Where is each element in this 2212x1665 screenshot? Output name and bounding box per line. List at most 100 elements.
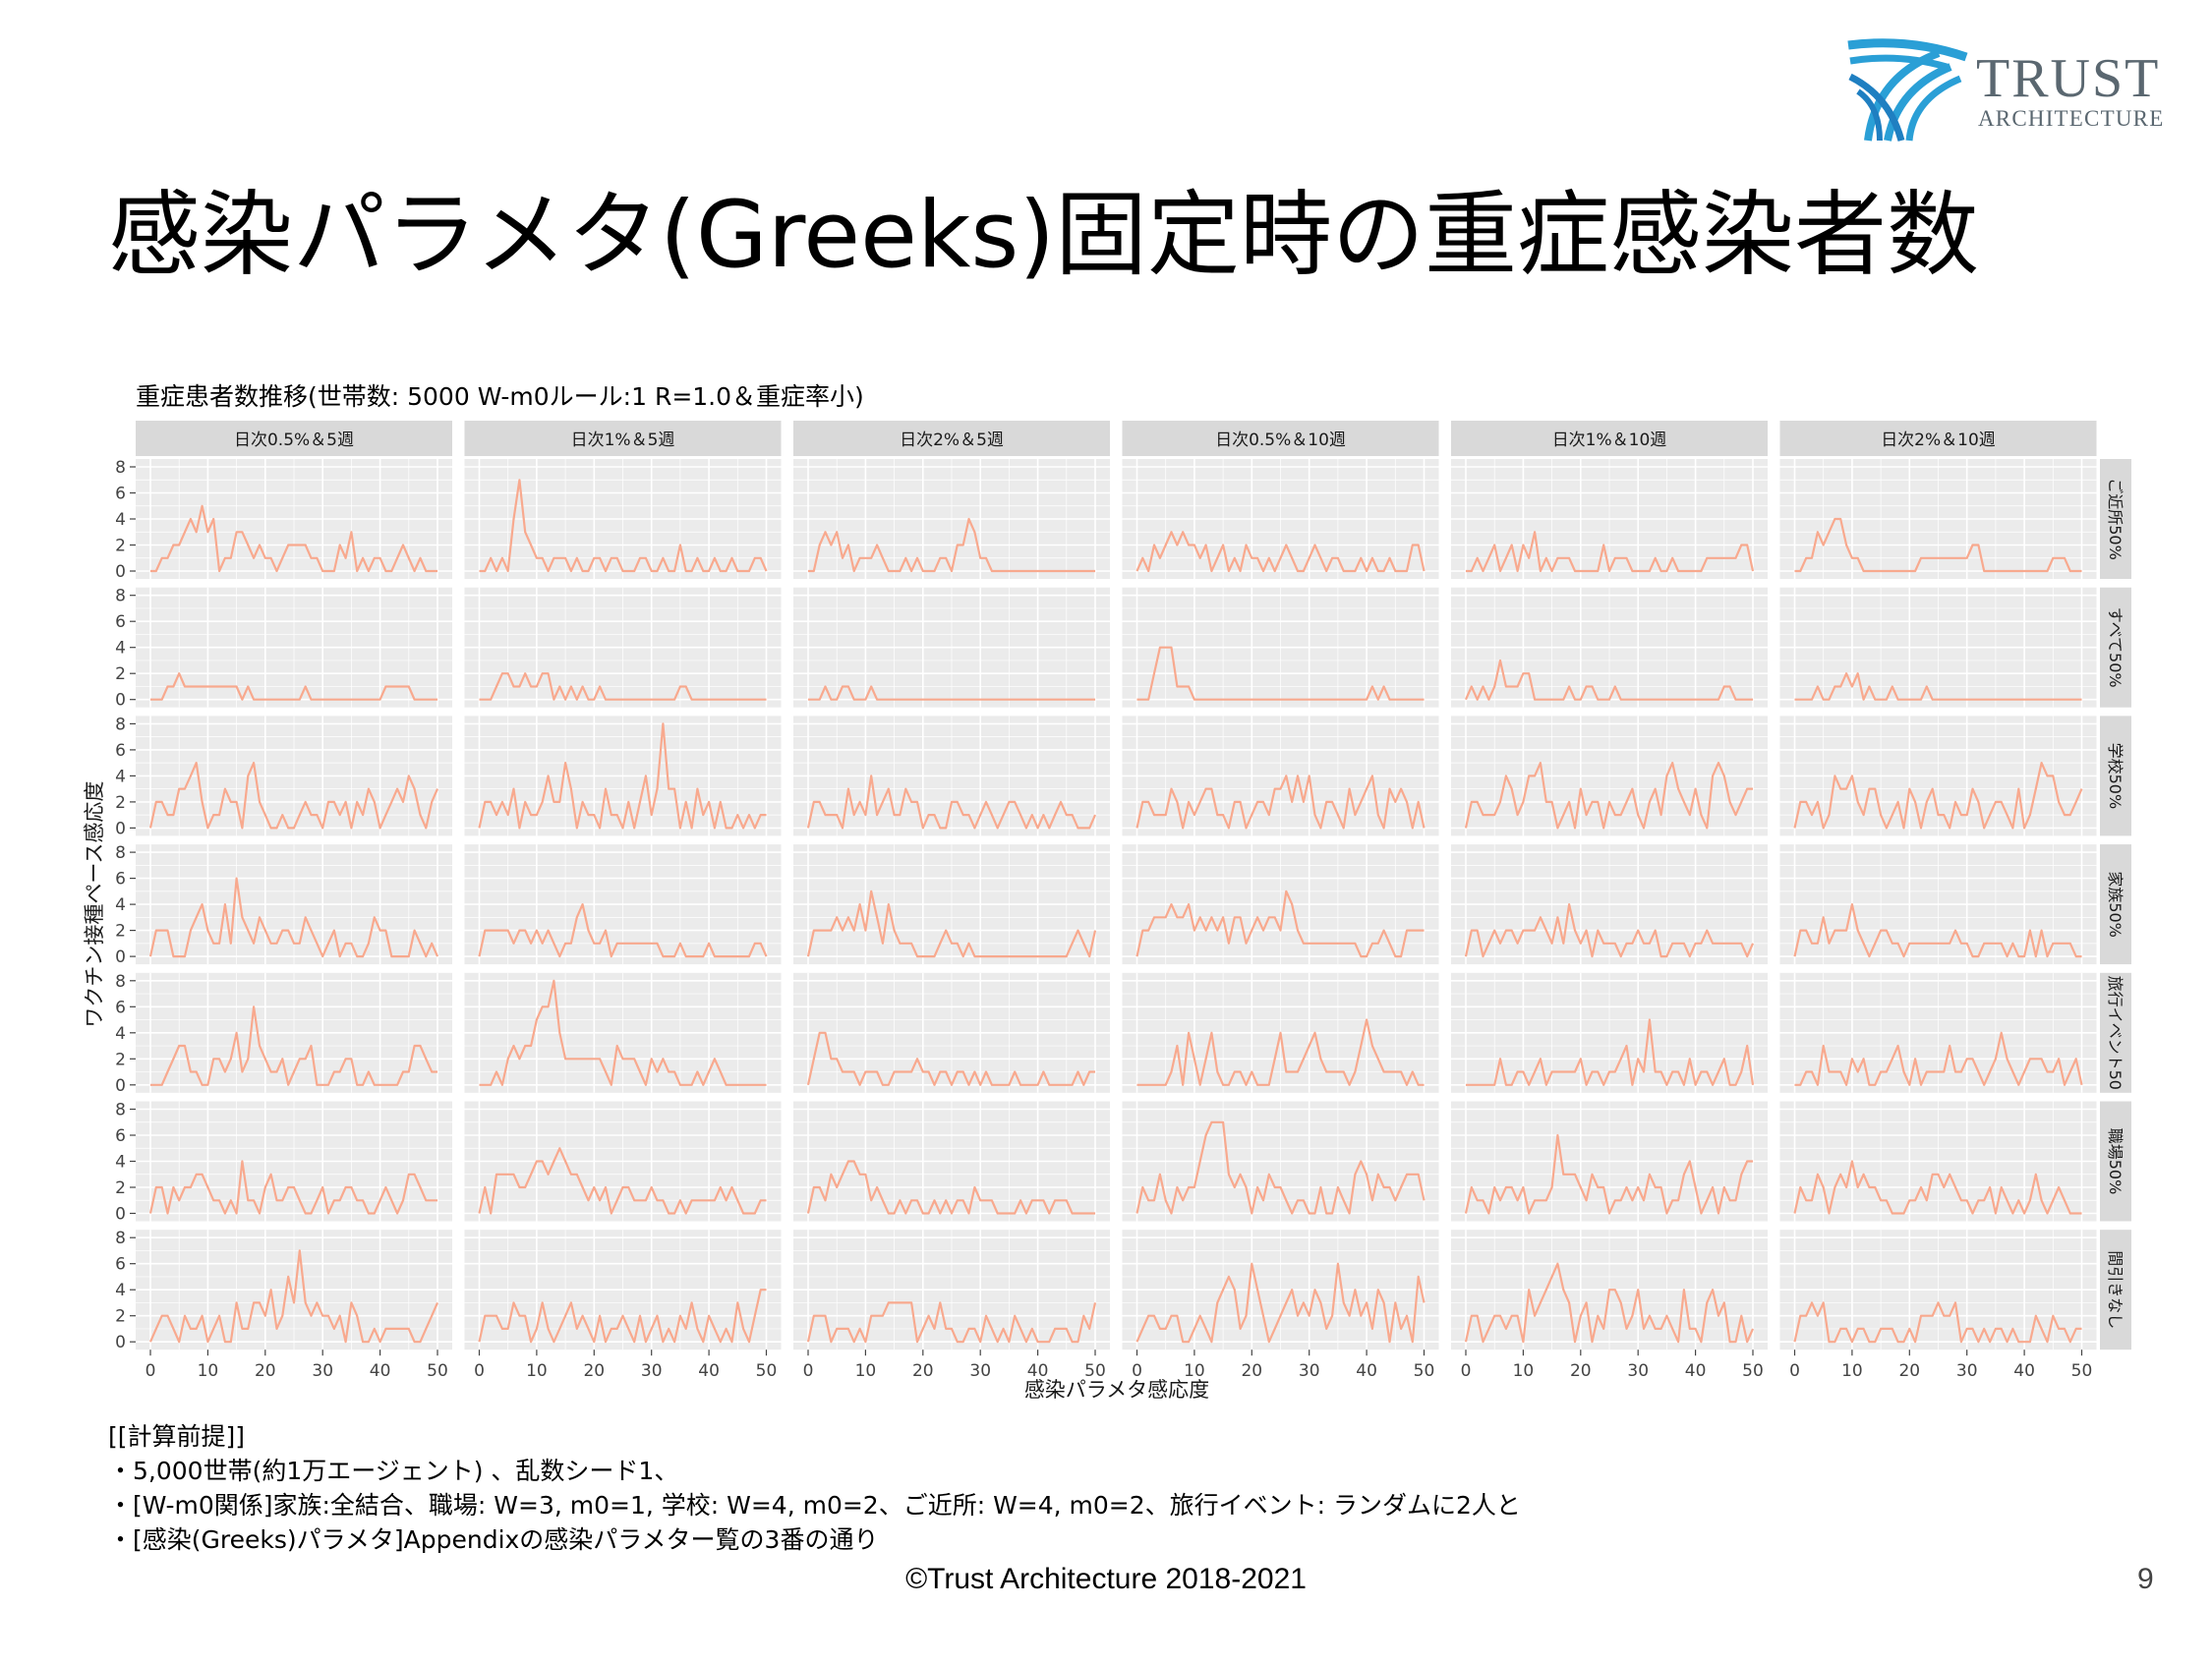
x-tick-label: 30	[641, 1361, 663, 1381]
y-tick-label: 6	[115, 1255, 126, 1275]
y-tick-label: 4	[115, 1024, 126, 1044]
series-line	[1794, 1031, 2083, 1086]
y-tick-label: 6	[115, 612, 126, 632]
y-tick-label: 4	[115, 895, 126, 915]
x-tick-label: 10	[855, 1361, 877, 1381]
logo-subtitle: ARCHITECTURE	[1978, 106, 2165, 131]
series-line	[806, 775, 1097, 830]
series-line	[1793, 1160, 2082, 1215]
x-tick-label: 0	[146, 1361, 156, 1381]
facet-row-label: 職場50%	[2106, 1128, 2125, 1195]
x-tick-label: 40	[2013, 1361, 2035, 1381]
series-line	[478, 1147, 767, 1215]
x-tick-label: 40	[1356, 1361, 1377, 1381]
series-line	[1135, 1120, 1426, 1215]
series-line	[1793, 761, 2083, 830]
facet-row-label: 家族50%	[2106, 871, 2125, 938]
series-line	[148, 1249, 439, 1344]
series-line	[150, 504, 437, 573]
y-tick-label: 0	[115, 1076, 126, 1096]
y-tick-label: 6	[115, 485, 126, 504]
x-tick-label: 50	[756, 1361, 778, 1381]
facet-column-label: 日次2%＆10週	[1881, 431, 1996, 450]
y-tick-label: 4	[115, 1153, 126, 1173]
x-tick-label: 20	[1898, 1361, 1920, 1381]
series-line	[148, 761, 439, 830]
series-line	[1464, 1133, 1753, 1215]
note-line: ・5,000世帯(約1万エージェント) 、乱数シード1、	[108, 1457, 679, 1485]
series-line	[806, 1031, 1095, 1086]
x-tick-label: 20	[583, 1361, 605, 1381]
series-line	[1135, 775, 1426, 830]
x-tick-label: 10	[526, 1361, 548, 1381]
x-tick-label: 30	[312, 1361, 333, 1381]
series-line	[1136, 1018, 1425, 1086]
trust-architecture-logo: TRUST ARCHITECTURE	[1840, 37, 2175, 145]
series-line	[479, 979, 767, 1086]
y-axis-title: ワクチン接種ペース感応度	[83, 781, 106, 1028]
x-tick-label: 50	[427, 1361, 448, 1381]
series-line	[1793, 902, 2082, 958]
facet-strip-column	[793, 421, 1110, 456]
y-tick-label: 6	[115, 741, 126, 761]
series-line	[478, 722, 767, 830]
facet-strip-row	[2100, 844, 2131, 965]
y-tick-label: 6	[115, 1126, 126, 1146]
logo-wordmark: TRUST	[1976, 48, 2161, 109]
x-tick-label: 30	[1956, 1361, 1978, 1381]
facet-column-label: 日次0.5%＆5週	[234, 431, 354, 450]
x-tick-label: 40	[698, 1361, 720, 1381]
y-tick-label: 0	[115, 1205, 126, 1225]
series-line	[1464, 1262, 1755, 1344]
facet-column-label: 日次2%＆5週	[900, 431, 1004, 450]
facet-strip-row	[2100, 587, 2131, 708]
series-line	[1793, 1301, 2082, 1344]
series-line	[148, 877, 439, 958]
x-tick-label: 50	[1084, 1361, 1106, 1381]
facet-strip-row	[2100, 972, 2131, 1093]
series-line	[150, 672, 437, 701]
y-tick-label: 8	[115, 972, 126, 992]
x-tick-label: 20	[1570, 1361, 1592, 1381]
y-tick-label: 0	[115, 691, 126, 711]
series-line	[1136, 646, 1425, 701]
facet-strip-row	[2100, 1230, 2131, 1350]
y-tick-label: 8	[115, 843, 126, 863]
facet-strip-row	[2100, 459, 2131, 579]
x-tick-label: 20	[912, 1361, 934, 1381]
facet-strip-column	[464, 421, 782, 456]
x-tick-label: 30	[1627, 1361, 1649, 1381]
facet-strip-column	[136, 421, 452, 456]
series-line	[1135, 890, 1425, 958]
y-tick-label: 8	[115, 1229, 126, 1248]
logo-arc-icon	[1847, 38, 1968, 142]
y-tick-label: 8	[115, 715, 126, 734]
calculation-notes: [[計算前提]] ・5,000世帯(約1万エージェント) 、乱数シード1、 ・[…	[108, 1419, 1521, 1557]
y-tick-label: 2	[115, 1307, 126, 1327]
x-tick-label: 40	[370, 1361, 391, 1381]
y-tick-label: 8	[115, 587, 126, 606]
series-line	[808, 685, 1095, 701]
slide-title: 感染パラメタ(Greeks)固定時の重症感染者数	[108, 182, 1980, 289]
series-line	[478, 1289, 767, 1344]
series-line	[806, 1301, 1097, 1344]
note-line: ・[W-m0関係]家族:全結合、職場: W=3, m0=1, 学校: W=4, …	[108, 1491, 1521, 1520]
faceted-line-chart: 日次0.5%＆5週 日次1%＆5週 日次2%＆5週 日次0.5%＆10週 日次1%＆10…	[83, 421, 2131, 1402]
x-tick-label: 50	[2071, 1361, 2093, 1381]
y-tick-label: 2	[115, 537, 126, 556]
x-tick-label: 0	[474, 1361, 485, 1381]
series-line	[1135, 1262, 1426, 1344]
y-tick-label: 2	[115, 793, 126, 813]
facet-column-label: 日次1%＆5週	[571, 431, 675, 450]
y-tick-label: 4	[115, 510, 126, 530]
facet-column-label: 日次1%＆10週	[1552, 431, 1667, 450]
x-tick-label: 10	[1513, 1361, 1535, 1381]
x-tick-label: 40	[1027, 1361, 1049, 1381]
y-tick-label: 0	[115, 819, 126, 838]
x-tick-label: 10	[1841, 1361, 1863, 1381]
note-line: ・[感染(Greeks)パラメタ]Appendixの感染パラメター覧の3番の通り	[108, 1525, 879, 1554]
y-tick-label: 8	[115, 458, 126, 478]
y-tick-label: 2	[115, 922, 126, 942]
series-line	[806, 890, 1097, 958]
copyright-footer: ©Trust Architecture 2018-2021	[905, 1563, 1307, 1595]
